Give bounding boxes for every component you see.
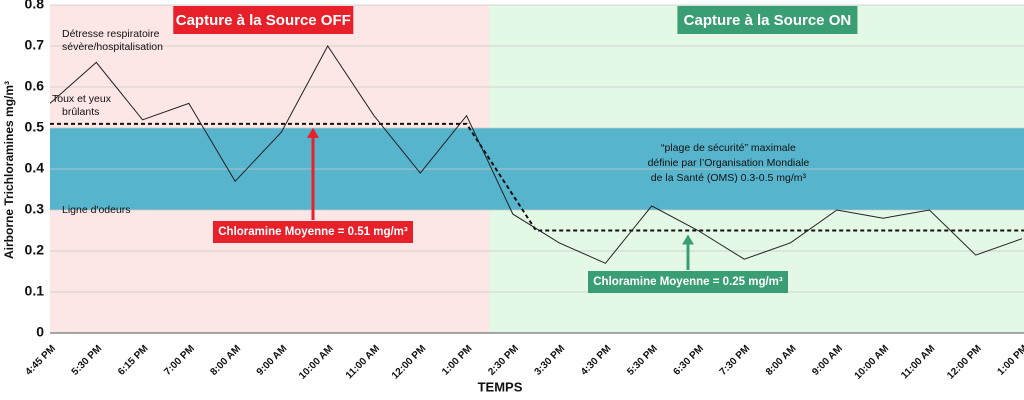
x-tick-label: 6:15 PM <box>116 343 151 378</box>
band-note: “plage de sécurité” maximale <box>661 142 796 154</box>
level-note: Détresse respiratoire <box>62 28 160 40</box>
y-tick-label: 0.3 <box>25 201 45 217</box>
x-tick-label: 5:30 PM <box>625 343 660 378</box>
y-tick-label: 0.6 <box>25 78 45 94</box>
x-tick-label: 9:00 AM <box>255 343 290 378</box>
y-tick-label: 0.1 <box>25 283 45 299</box>
x-tick-label: 12:00 PM <box>945 343 983 381</box>
x-tick-label: 4:45 PM <box>23 343 58 378</box>
x-tick-label: 8:00 AM <box>208 343 243 378</box>
y-tick-label: 0.5 <box>25 119 45 135</box>
level-note: brûlants <box>62 106 99 118</box>
y-axis-title: Airborne Trichloramines mg/m³ <box>2 81 16 259</box>
band-note: de la Santé (OMS) 0.3-0.5 mg/m³ <box>651 172 807 184</box>
x-tick-label: 4:30 PM <box>579 343 614 378</box>
x-tick-label: 9:00 AM <box>810 343 845 378</box>
mean-label: Chloramine Moyenne = 0.51 mg/m³ <box>218 226 408 238</box>
x-axis-title: TEMPS <box>478 379 523 394</box>
mean-line <box>50 122 1024 232</box>
x-tick-label: 10:00 AM <box>297 343 336 382</box>
region-label-box <box>677 6 858 34</box>
x-tick-label: 11:00 AM <box>899 343 937 381</box>
region-label: Capture à la Source ON <box>684 12 852 29</box>
data-line <box>49 45 1023 264</box>
y-tick-label: 0.4 <box>25 160 45 176</box>
x-tick-label: 7:00 PM <box>162 343 197 378</box>
y-tick-label: 0.2 <box>25 242 45 258</box>
x-tick-label: 7:30 PM <box>718 343 753 378</box>
mean-label: Chloramine Moyenne = 0.25 mg/m³ <box>593 276 783 288</box>
arrow-head <box>682 234 694 245</box>
level-note: Ligne d'odeurs <box>62 204 131 216</box>
x-tick-label: 2:30 PM <box>486 343 521 378</box>
x-tick-label: 3:30 PM <box>533 343 568 378</box>
y-tick-label: 0.7 <box>25 37 45 53</box>
x-tick-label: 1:00 PM <box>995 343 1024 378</box>
band-note: définie par l’Organisation Mondiale <box>648 157 810 169</box>
x-tick-label: 11:00 AM <box>344 343 382 381</box>
mean-label-box <box>213 221 413 243</box>
y-tick-label: 0 <box>36 324 44 340</box>
level-note: sévère/hospitalisation <box>62 41 163 53</box>
x-tick-label: 12:00 PM <box>390 343 428 381</box>
x-tick-label: 8:00 AM <box>764 343 799 378</box>
mean-label-box <box>588 271 788 293</box>
region-label: Capture à la Source OFF <box>176 12 351 29</box>
level-note: Toux et yeux <box>52 93 112 105</box>
y-tick-label: 0.8 <box>25 0 45 12</box>
arrow-head <box>307 127 319 138</box>
x-tick-label: 1:00 PM <box>440 343 475 378</box>
x-tick-label: 5:30 PM <box>70 343 105 378</box>
region-label-box <box>173 6 354 34</box>
x-tick-label: 10:00 AM <box>853 343 892 382</box>
x-tick-label: 6:30 PM <box>671 343 706 378</box>
